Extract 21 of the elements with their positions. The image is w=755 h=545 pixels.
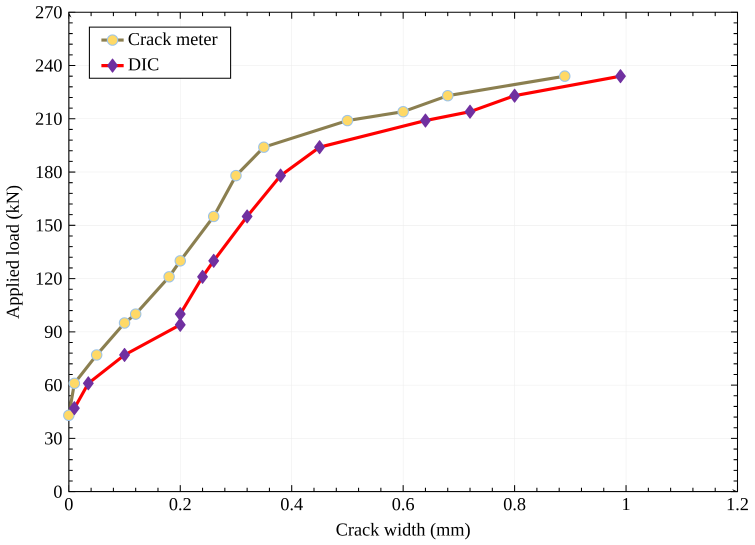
y-tick-label: 60 — [44, 378, 62, 392]
x-tick-label: 0.6 — [392, 498, 414, 510]
x-tick-label: 1 — [623, 498, 630, 510]
x-tick-label: 0.4 — [280, 498, 303, 510]
y-tick-label: 0 — [54, 485, 62, 498]
y-tick-label: 240 — [36, 59, 62, 72]
y-tick-label: 150 — [36, 218, 62, 232]
y-tick-label: 180 — [36, 166, 62, 178]
x-tick-label: 0 — [64, 498, 73, 510]
y-tick-label: 270 — [36, 6, 62, 18]
y-tick-label: 120 — [36, 272, 62, 285]
y-tick-label: 210 — [36, 112, 62, 125]
x-tick-label: 0.8 — [504, 498, 526, 510]
x-tick-label: 0.2 — [170, 498, 191, 510]
y-axis-title: Applied load (kN) — [6, 186, 23, 318]
y-tick-label: 30 — [45, 432, 62, 444]
x-axis-title: Crack width (mm) — [336, 522, 470, 540]
legend-label: Crack meter — [128, 32, 218, 45]
legend-label: DIC — [128, 58, 158, 70]
y-tick-label: 90 — [44, 325, 62, 338]
x-tick-label: 1.2 — [728, 498, 748, 510]
